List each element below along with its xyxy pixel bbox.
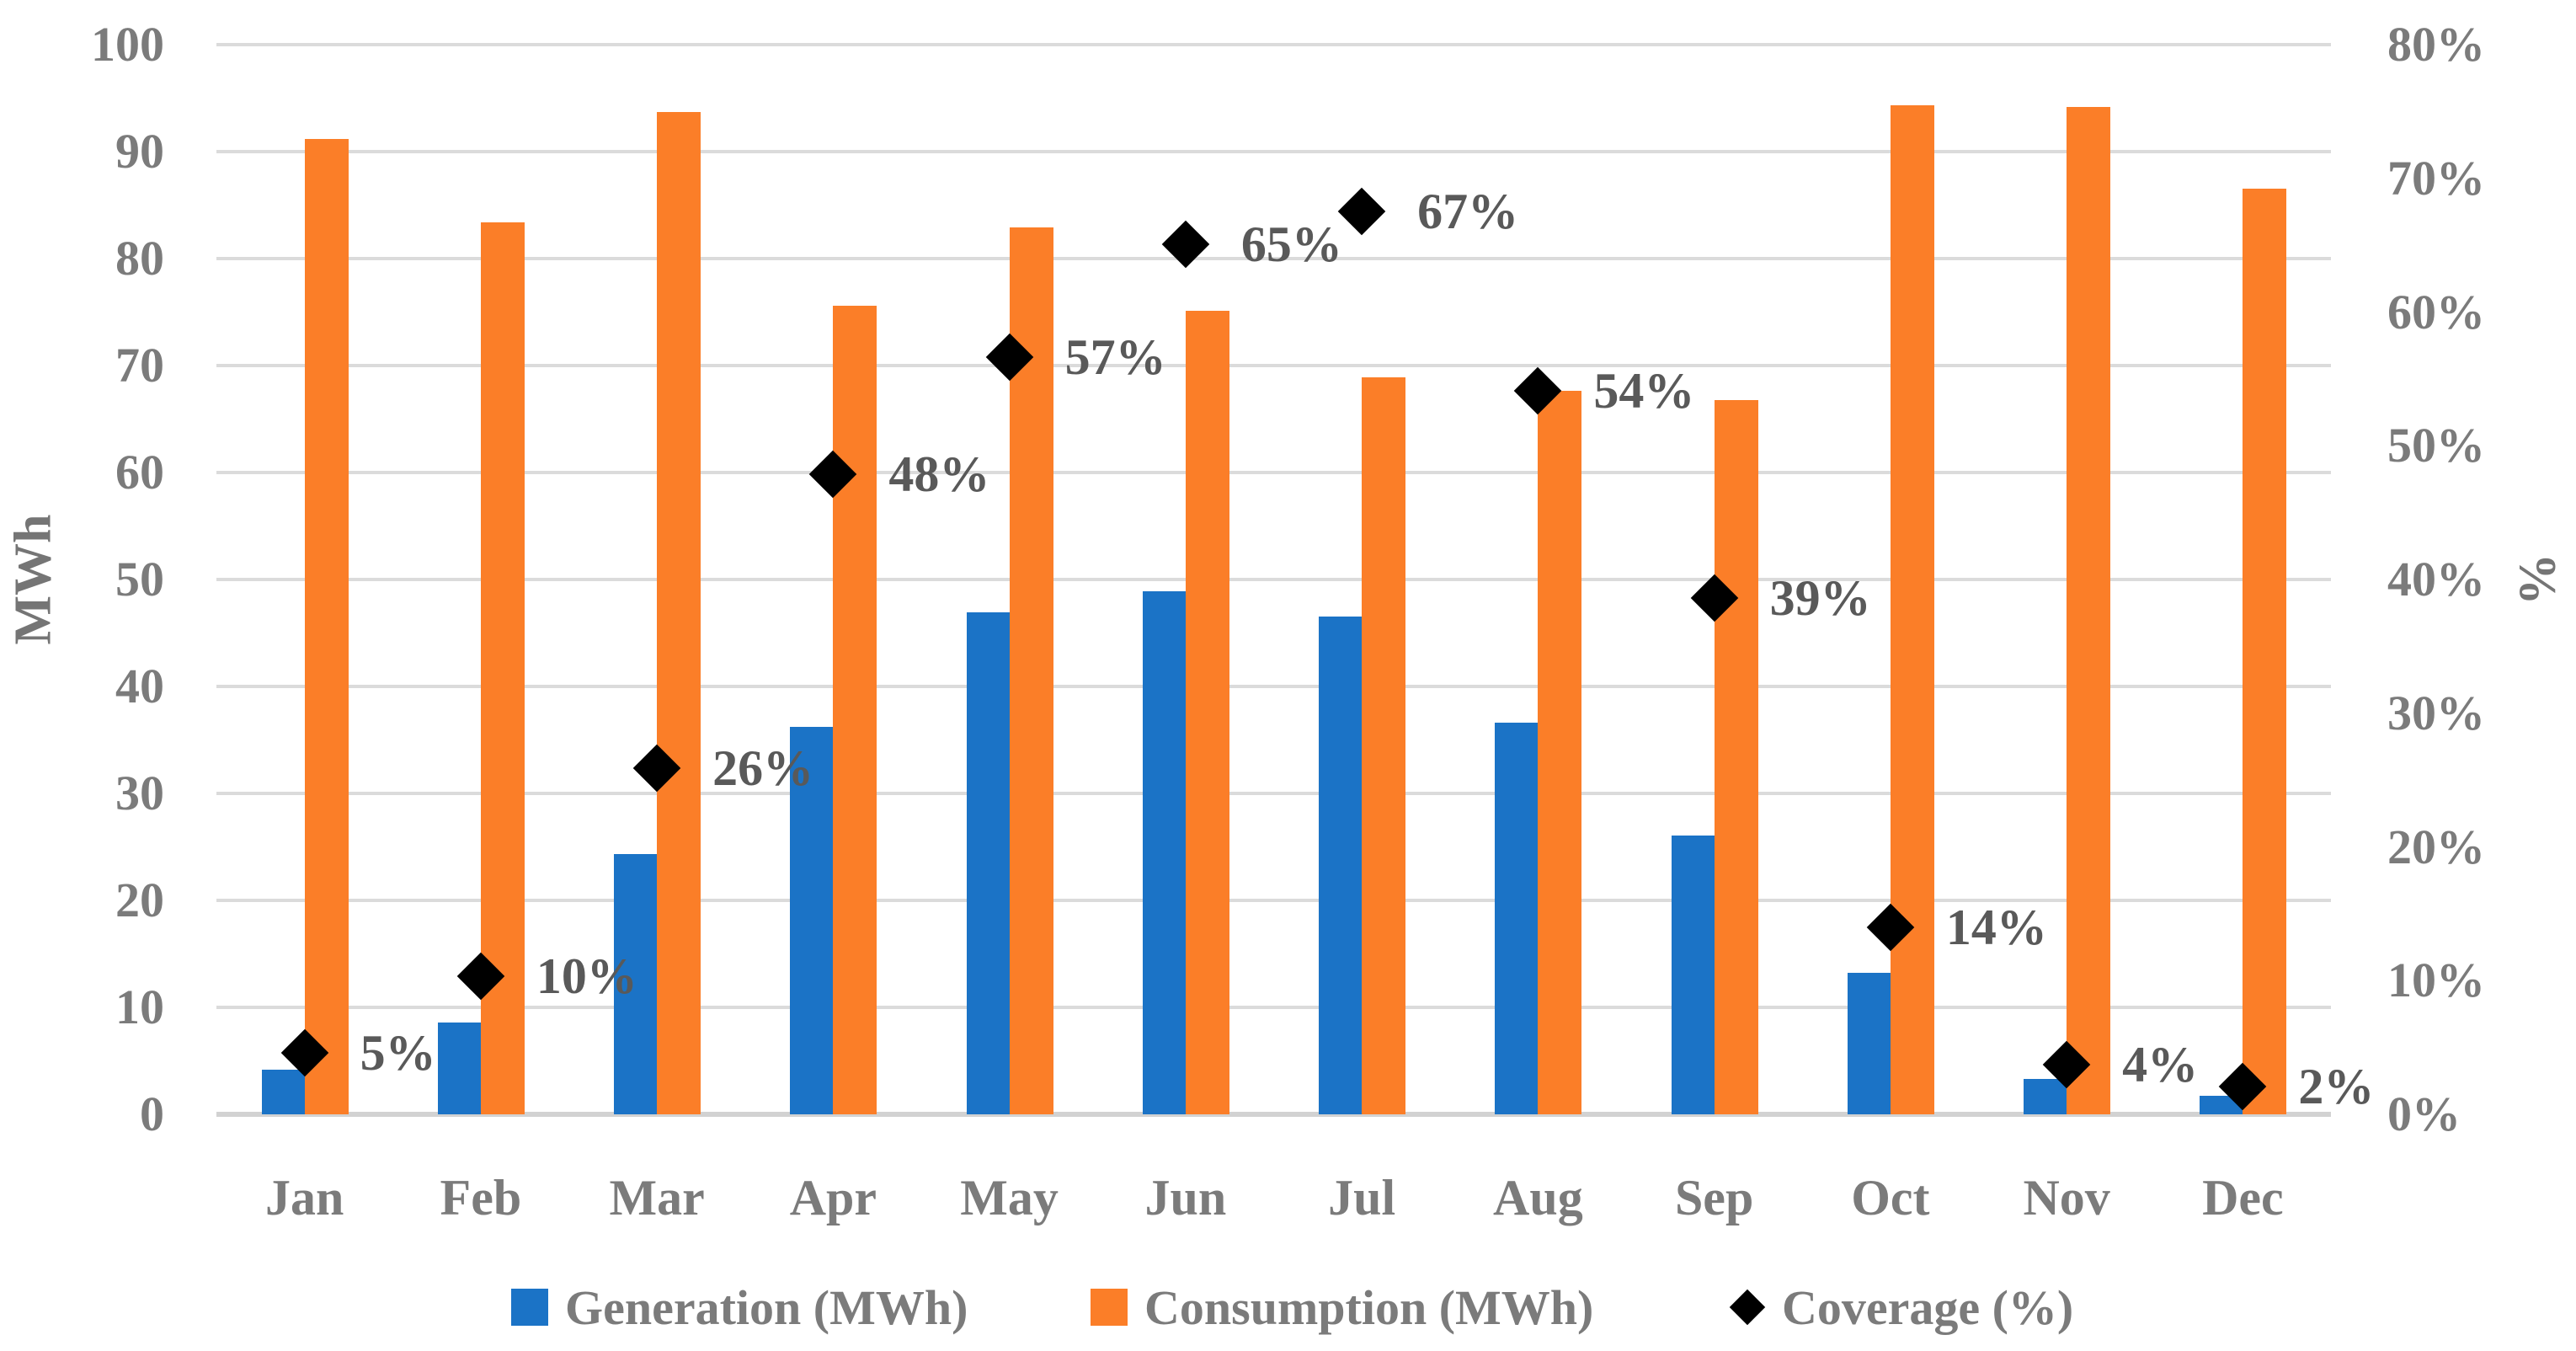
coverage-label: 10% [536,948,637,1005]
consumption-bar [2067,106,2111,1114]
coverage-label: 54% [1593,363,1695,419]
generation-bar [1671,835,1715,1114]
x-axis-baseline [216,1112,2331,1117]
x-axis-label: Aug [1493,1170,1583,1226]
coverage-diamond-icon [1729,1289,1766,1326]
consumption-swatch-icon [1091,1289,1128,1326]
y-axis-tick-left: 90 [115,124,164,179]
gridline [216,578,2331,581]
legend-item-consumption: Consumption (MWh) [1091,1274,1593,1341]
x-axis-label: Sep [1674,1170,1754,1226]
consumption-bar [1009,227,1053,1114]
legend-item-generation: Generation (MWh) [511,1274,968,1341]
generation-bar [966,612,1010,1114]
coverage-label: 5% [360,1024,436,1081]
generation-bar [1847,973,1891,1114]
generation-bar [1495,723,1539,1114]
gridline [216,471,2331,474]
coverage-marker [1161,220,1210,268]
y-axis-tick-right: 0% [2387,1087,2461,1141]
x-axis-label: May [960,1170,1059,1226]
y-axis-tick-left: 50 [115,552,164,606]
generation-bar [2024,1079,2067,1114]
consumption-bar [1538,391,1582,1114]
x-axis-label: Nov [2023,1170,2110,1226]
coverage-label: 57% [1064,329,1166,386]
generation-bar [1319,617,1363,1114]
consumption-bar [1185,311,1229,1114]
y-axis-tick-left: 0 [140,1087,164,1141]
legend-label-coverage: Coverage (%) [1782,1279,2074,1335]
legend-label-consumption: Consumption (MWh) [1144,1279,1594,1335]
x-axis-label: Feb [440,1170,522,1226]
y-axis-tick-left: 20 [115,873,164,927]
generation-bar [614,854,658,1114]
legend-item-coverage: Coverage (%) [1729,1274,2074,1341]
coverage-label: 26% [712,740,814,796]
coverage-label: 39% [1769,570,1871,627]
coverage-label: 2% [2298,1058,2375,1114]
y-axis-tick-right: 60% [2387,284,2485,339]
y-axis-tick-left: 40 [115,659,164,713]
coverage-label: 48% [888,446,990,502]
x-axis-label: Jan [264,1170,344,1226]
x-axis-label: Dec [2202,1170,2284,1226]
coverage-label: 14% [1945,899,2047,955]
generation-bar [261,1069,305,1114]
generation-bar [1142,590,1186,1114]
gridline [216,150,2331,153]
y-axis-tick-left: 70 [115,338,164,392]
consumption-bar [1714,399,1758,1114]
gridline [216,364,2331,367]
x-axis-label: Mar [609,1170,705,1226]
coverage-label: 4% [2122,1037,2199,1093]
x-axis-label: Apr [789,1170,877,1226]
gridline [216,43,2331,46]
gridline [216,899,2331,902]
y-axis-tick-right: 20% [2387,819,2485,874]
x-axis-label: Jul [1328,1170,1396,1226]
y-axis-tick-right: 50% [2387,418,2485,473]
consumption-bar [304,138,349,1114]
coverage-label: 65% [1240,216,1342,272]
y-axis-tick-right: 80% [2387,17,2485,72]
generation-bar [790,727,834,1114]
coverage-marker [1337,188,1386,236]
x-axis-label: Jun [1144,1170,1227,1226]
y-axis-tick-right: 40% [2387,552,2485,606]
gridline [216,257,2331,260]
consumption-bar [657,112,701,1114]
y-axis-tick-left: 60 [115,445,164,499]
consumption-bar [1890,105,1934,1114]
chart-legend: Generation (MWh) Consumption (MWh) Cover… [0,1274,2576,1341]
consumption-bar [2243,189,2287,1114]
y-axis-tick-left: 30 [115,766,164,820]
generation-swatch-icon [511,1289,548,1326]
gridline [216,685,2331,688]
gridline [216,792,2331,795]
generation-bar [437,1022,481,1114]
y-axis-tick-right: 30% [2387,685,2485,740]
consumption-bar [833,305,877,1114]
coverage-label: 67% [1417,184,1519,240]
y-axis-tick-left: 10 [115,980,164,1034]
consumption-bar [1362,376,1406,1114]
y-axis-tick-left: 100 [91,17,164,72]
y-axis-tick-left: 80 [115,231,164,286]
x-axis-label: Oct [1851,1170,1930,1226]
gridline [216,1006,2331,1009]
legend-label-generation: Generation (MWh) [565,1279,968,1335]
y-axis-tick-right: 70% [2387,150,2485,206]
y-axis-tick-right: 10% [2387,953,2485,1008]
